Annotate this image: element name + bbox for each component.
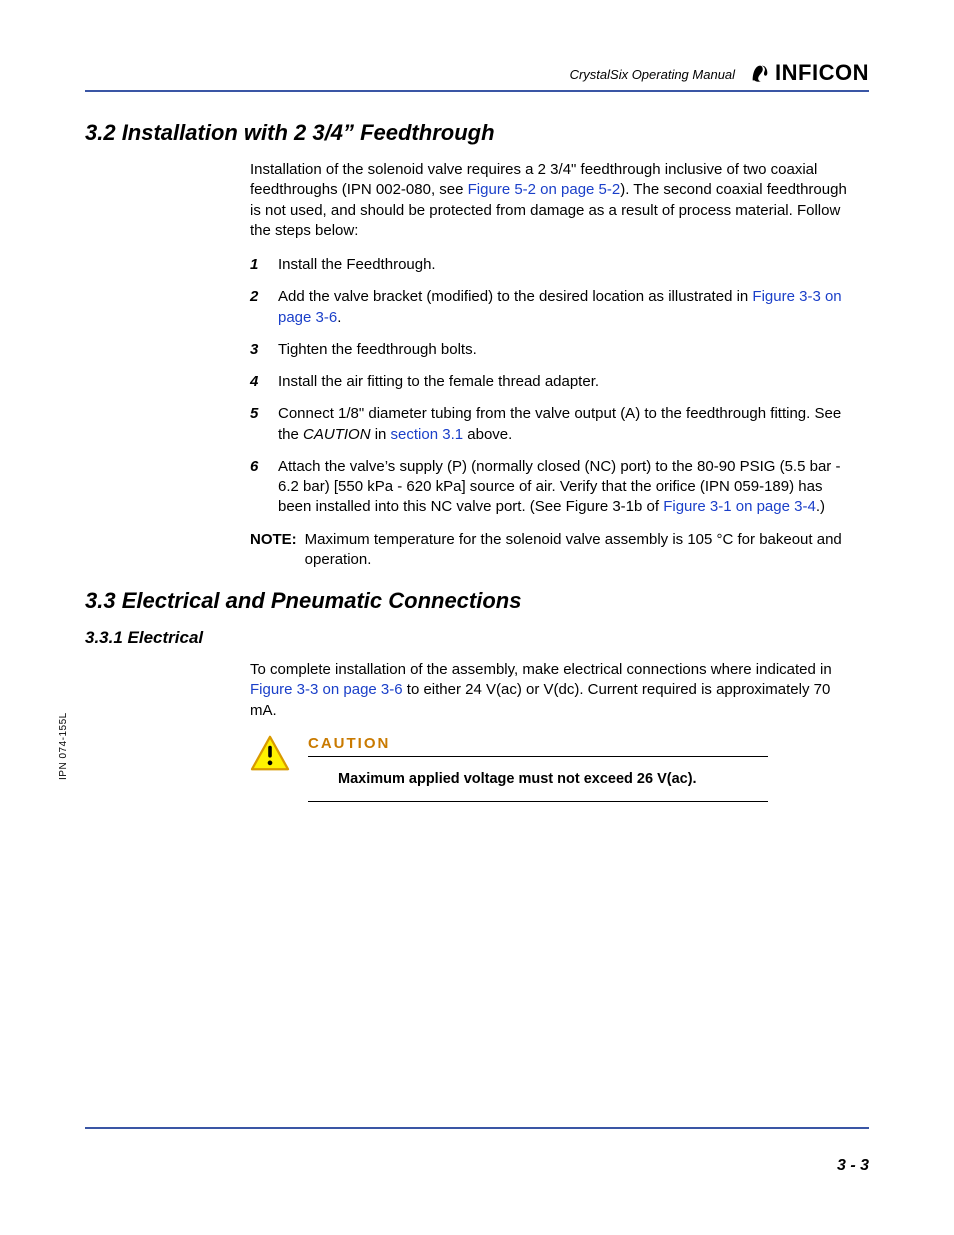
note: NOTE: Maximum temperature for the soleno…: [250, 530, 859, 571]
link-figure-5-2[interactable]: Figure 5-2 on page 5-2: [468, 181, 621, 198]
brand-logo: INFICON: [749, 60, 869, 86]
step-3: 3 Tighten the feedthrough bolts.: [250, 340, 859, 360]
step-5-post: above.: [463, 426, 512, 443]
warning-icon: [250, 735, 290, 776]
step-4: 4 Install the air fitting to the female …: [250, 372, 859, 392]
step-5: 5 Connect 1/8" diameter tubing from the …: [250, 404, 859, 445]
page-footer: 3 - 3: [85, 1127, 869, 1175]
step-number: 2: [250, 287, 264, 328]
section-3-3-1-para: To complete installation of the assembly…: [250, 660, 859, 721]
step-number: 5: [250, 404, 264, 445]
step-text: Install the Feedthrough.: [278, 255, 436, 275]
install-steps-list: 1 Install the Feedthrough. 2 Add the val…: [250, 255, 859, 518]
step-number: 3: [250, 340, 264, 360]
section-3-3-1-body: To complete installation of the assembly…: [250, 660, 859, 721]
manual-title: CrystalSix Operating Manual: [570, 67, 735, 86]
caution-body: CAUTION Maximum applied voltage must not…: [308, 735, 869, 816]
section-3-2-body: Installation of the solenoid valve requi…: [250, 160, 859, 570]
step-number: 4: [250, 372, 264, 392]
page-header: CrystalSix Operating Manual INFICON: [85, 60, 869, 92]
step-text: Connect 1/8" diameter tubing from the va…: [278, 404, 859, 445]
para-pre: To complete installation of the assembly…: [250, 661, 832, 678]
step-text: Install the air fitting to the female th…: [278, 372, 599, 392]
link-figure-3-3-b[interactable]: Figure 3-3 on page 3-6: [250, 681, 403, 698]
step-5-mid: in: [371, 426, 391, 443]
caution-rule-top: [308, 756, 768, 757]
note-text: Maximum temperature for the solenoid val…: [305, 530, 859, 571]
step-2-pre: Add the valve bracket (modified) to the …: [278, 288, 752, 305]
brand-name: INFICON: [775, 60, 869, 86]
link-section-3-1[interactable]: section 3.1: [391, 426, 464, 443]
page: CrystalSix Operating Manual INFICON 3.2 …: [0, 0, 954, 1235]
step-2-post: .: [337, 309, 341, 326]
step-number: 1: [250, 255, 264, 275]
step-text: Attach the valve’s supply (P) (normally …: [278, 457, 859, 518]
step-6: 6 Attach the valve’s supply (P) (normall…: [250, 457, 859, 518]
section-3-2-intro: Installation of the solenoid valve requi…: [250, 160, 859, 241]
side-ipn-label: IPN 074-155L: [58, 712, 69, 780]
section-3-3-1-heading: 3.3.1 Electrical: [85, 628, 869, 648]
caution-block: CAUTION Maximum applied voltage must not…: [250, 735, 869, 816]
step-1: 1 Install the Feedthrough.: [250, 255, 859, 275]
step-text: Add the valve bracket (modified) to the …: [278, 287, 859, 328]
step-2: 2 Add the valve bracket (modified) to th…: [250, 287, 859, 328]
link-figure-3-1[interactable]: Figure 3-1 on page 3-4: [663, 498, 816, 515]
step-text: Tighten the feedthrough bolts.: [278, 340, 477, 360]
section-3-2-heading: 3.2 Installation with 2 3/4” Feedthrough: [85, 120, 869, 146]
caution-title: CAUTION: [308, 735, 869, 752]
page-number: 3 - 3: [837, 1157, 869, 1174]
step-5-caution-ref: CAUTION: [303, 426, 371, 443]
caution-text: Maximum applied voltage must not exceed …: [338, 771, 869, 787]
section-3-3-heading: 3.3 Electrical and Pneumatic Connections: [85, 588, 869, 614]
caution-rule-bottom: [308, 801, 768, 802]
step-6-post: .): [816, 498, 825, 515]
step-number: 6: [250, 457, 264, 518]
note-label: NOTE:: [250, 530, 297, 571]
brand-logo-icon: [749, 62, 771, 84]
